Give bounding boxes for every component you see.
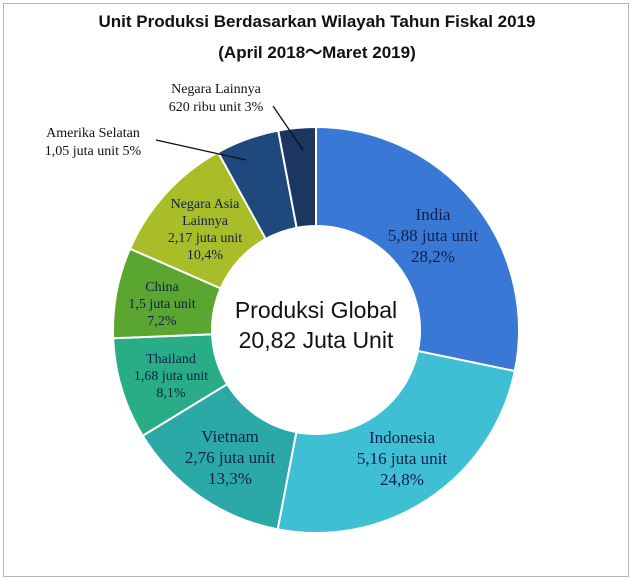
label-vietnam: Vietnam 2,76 juta unit 13,3% <box>185 427 275 488</box>
label-negara-asia-lainnya: Negara Asia Lainnya 2,17 juta unit 10,4% <box>168 197 242 263</box>
label-line: 24,8% <box>380 470 424 489</box>
slice-india <box>315 125 520 373</box>
label-indonesia: Indonesia 5,16 juta unit 24,8% <box>357 428 447 489</box>
leader-line-amerika-selatan <box>155 139 247 161</box>
label-line: Lainnya <box>182 214 229 229</box>
label-line: Indonesia <box>369 428 436 447</box>
leader-line-negara-lainnya <box>272 105 304 151</box>
label-amerika-selatan: Amerika Selatan 1,05 juta unit 5% <box>45 126 142 159</box>
slice-indonesia <box>276 349 516 534</box>
label-line: 10,4% <box>187 248 224 263</box>
label-line: Thailand <box>146 352 196 367</box>
label-china: China 1,5 juta unit 7,2% <box>128 280 195 329</box>
label-line: 8,1% <box>156 386 186 401</box>
chart-title: Unit Produksi Berdasarkan Wilayah Tahun … <box>98 12 536 31</box>
label-line: 1,05 juta unit 5% <box>45 144 142 159</box>
label-india: India 5,88 juta unit 28,2% <box>388 205 478 266</box>
label-line: 1,5 juta unit <box>128 297 195 312</box>
label-negara-lainnya: Negara Lainnya 620 ribu unit 3% <box>169 82 264 115</box>
label-line: India <box>416 205 451 224</box>
label-line: Vietnam <box>201 427 259 446</box>
slice-negara-lainnya <box>277 125 317 229</box>
label-line: China <box>145 280 179 295</box>
label-line: 5,88 juta unit <box>388 226 478 245</box>
label-line: 13,3% <box>208 469 252 488</box>
label-thailand: Thailand 1,68 juta unit 8,1% <box>134 352 208 401</box>
label-line: 28,2% <box>411 247 455 266</box>
label-line: 5,16 juta unit <box>357 449 447 468</box>
label-line: 2,17 juta unit <box>168 231 242 246</box>
label-line: 620 ribu unit 3% <box>169 100 264 115</box>
center-text-line-2: 20,82 Juta Unit <box>239 327 394 353</box>
label-line: 2,76 juta unit <box>185 448 275 467</box>
label-line: Amerika Selatan <box>46 126 140 141</box>
label-line: Negara Lainnya <box>171 82 262 97</box>
label-line: Negara Asia <box>171 197 241 212</box>
label-line: 1,68 juta unit <box>134 369 208 384</box>
chart-subtitle: (April 2018～Maret 2019) <box>218 43 416 62</box>
center-text-line-1: Produksi Global <box>235 297 397 323</box>
label-line: 7,2% <box>147 314 177 329</box>
